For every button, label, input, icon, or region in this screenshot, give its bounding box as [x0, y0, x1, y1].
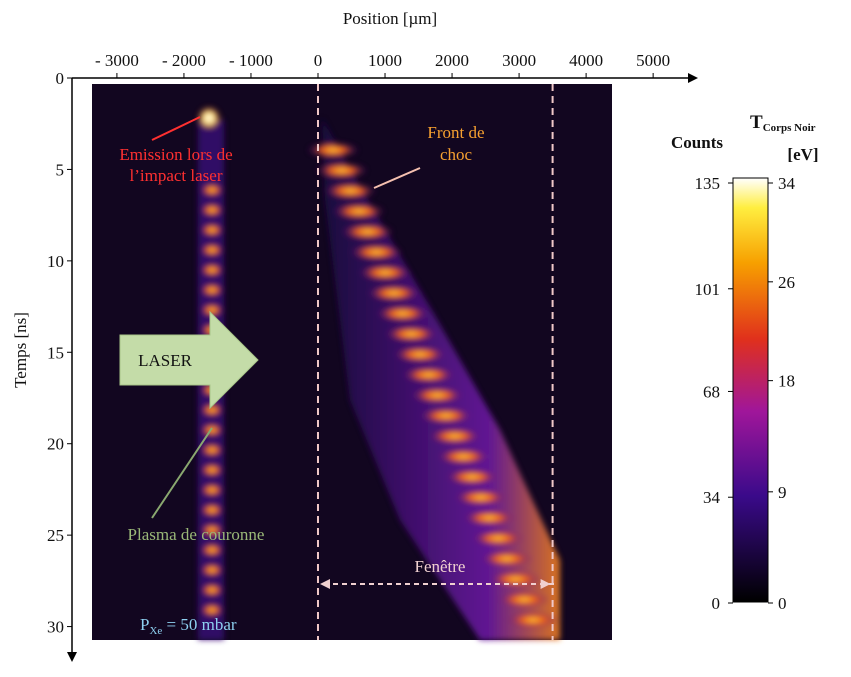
streak-blob — [200, 443, 224, 457]
shock-blob — [402, 366, 455, 383]
x-axis-arrow — [688, 73, 698, 83]
y-tick-label: 10 — [47, 252, 64, 271]
x-tick-label: - 1000 — [229, 51, 273, 70]
shock-blob — [350, 244, 403, 261]
streak-blob — [200, 563, 224, 577]
shock-blob — [420, 407, 473, 424]
y-tick-label: 30 — [47, 618, 64, 637]
y-tick-label: 20 — [47, 435, 64, 454]
impact-spot — [197, 106, 221, 130]
pressure-label: PXe = 50 mbar — [140, 615, 237, 637]
y-tick-label: 15 — [47, 343, 64, 362]
streak-blob — [200, 203, 224, 217]
streak-blob — [200, 183, 224, 197]
shock-blob — [446, 468, 499, 485]
y-axis-arrow — [67, 652, 77, 662]
y-tick-label: 5 — [56, 160, 65, 179]
colorbar-tick-label: 135 — [695, 174, 721, 193]
streak-blob — [200, 483, 224, 497]
x-axis-title: Position [µm] — [343, 9, 437, 28]
colorbar-tick-label: 101 — [695, 280, 721, 299]
x-tick-label: 3000 — [502, 51, 536, 70]
emission-label: Emission lors de l’impact laser — [119, 145, 232, 185]
shock-blob — [498, 591, 551, 608]
shock-blob — [315, 162, 368, 179]
colorbar2-tick-label: 0 — [778, 594, 787, 613]
shock-blob — [307, 142, 359, 158]
streak-blob — [200, 603, 224, 617]
shock-blob — [333, 203, 386, 220]
streak-blob — [200, 583, 224, 597]
colorbar-tick-label: 68 — [703, 382, 720, 401]
x-tick-label: 1000 — [368, 51, 402, 70]
x-tick-label: 2000 — [435, 51, 469, 70]
window-label: Fenêtre — [415, 557, 466, 576]
colorbar2-title: TCorps Noir — [750, 112, 816, 134]
colorbar — [732, 177, 769, 603]
shock-blob — [341, 223, 394, 240]
colorbar2-tick-label: 18 — [778, 372, 795, 391]
x-tick-label: - 3000 — [95, 51, 139, 70]
streak-blob — [200, 523, 224, 537]
shock-blob — [489, 571, 542, 588]
shock-blob — [411, 387, 464, 404]
y-axis-title: Temps [ns] — [11, 312, 30, 388]
laser-arrow — [119, 310, 259, 410]
x-tick-label: - 2000 — [162, 51, 206, 70]
colorbar2-unit: [eV] — [787, 145, 818, 164]
colorbar2-tick-label: 34 — [778, 174, 796, 193]
streak-blob — [200, 223, 224, 237]
streak-blob — [200, 543, 224, 557]
colorbar-tick-label: 34 — [703, 488, 721, 507]
shock-blob — [507, 612, 559, 628]
shock-blob — [480, 550, 533, 567]
streak-blob — [200, 463, 224, 477]
colorbar2-tick-label: 9 — [778, 483, 787, 502]
shock-blob — [376, 305, 429, 322]
laser-label: LASER — [138, 351, 193, 370]
streak-blob — [200, 423, 224, 437]
front-arrow — [373, 167, 421, 189]
colorbar-title: Counts — [671, 133, 723, 152]
streak-blob — [200, 303, 224, 317]
shock-blob — [359, 264, 412, 281]
colorbar-tick-label: 0 — [712, 594, 721, 613]
shock-blob — [367, 285, 420, 302]
plasma-arrow — [151, 427, 213, 519]
x-tick-label: 0 — [314, 51, 323, 70]
front-label: Front de choc — [427, 123, 484, 164]
window-arrowhead — [540, 579, 551, 589]
shock-blob — [463, 509, 516, 526]
streak-blob — [200, 403, 224, 417]
streak-blob — [200, 283, 224, 297]
shock-blob — [454, 489, 507, 506]
y-tick-label: 0 — [56, 69, 65, 88]
x-tick-label: 4000 — [569, 51, 603, 70]
shock-blob — [393, 346, 446, 363]
emission-arrow — [151, 116, 201, 141]
window-arrowhead — [319, 579, 330, 589]
y-tick-label: 25 — [47, 526, 64, 545]
shock-blob — [472, 530, 525, 547]
streak-blob — [200, 503, 224, 517]
x-tick-label: 5000 — [636, 51, 670, 70]
shock-blob — [437, 448, 490, 465]
shock-blob — [428, 428, 481, 445]
shock-blob — [385, 325, 438, 342]
colorbar2-tick-label: 26 — [778, 273, 795, 292]
streak-blob — [200, 243, 224, 257]
plasma-label: Plasma de couronne — [128, 525, 265, 544]
shock-blob — [324, 182, 377, 199]
streak-blob — [200, 263, 224, 277]
